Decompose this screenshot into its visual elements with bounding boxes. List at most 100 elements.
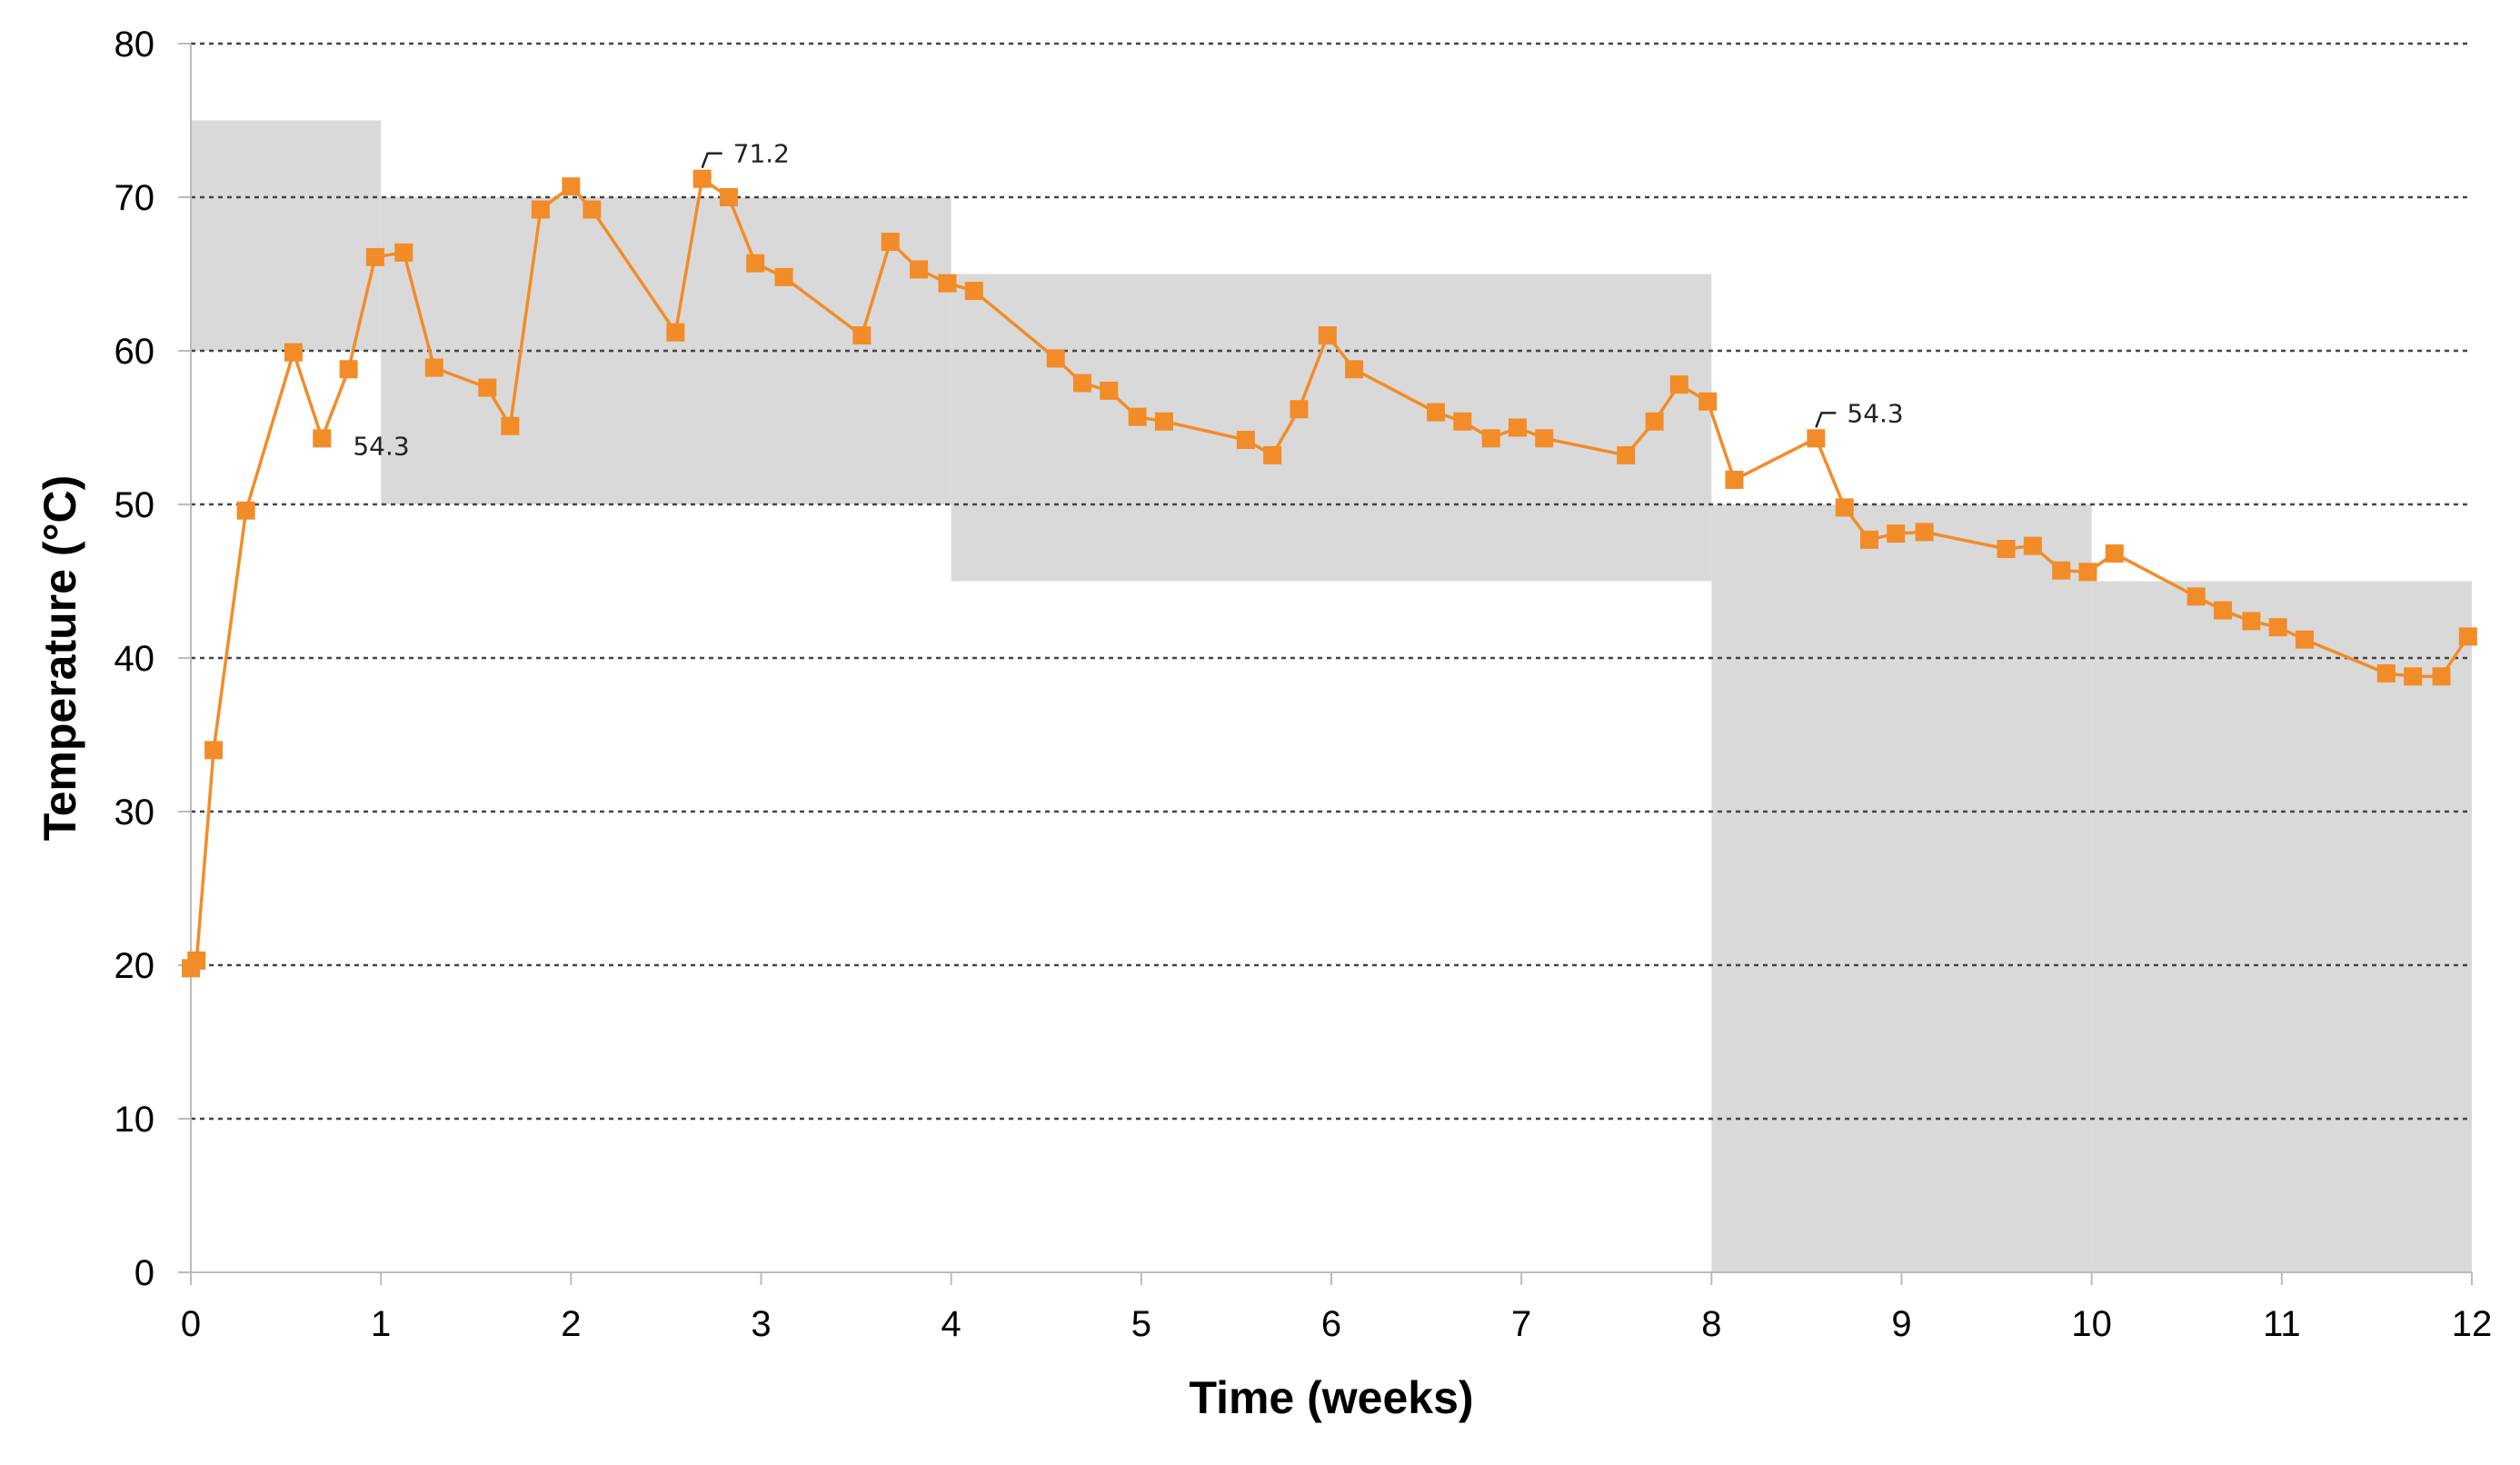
x-tick-label: 6 [1321, 1304, 1341, 1344]
x-axis-title: Time (weeks) [1189, 1372, 1473, 1423]
data-point [394, 243, 413, 262]
annotation-layer: 54.3 71.2 54.3 [353, 139, 1903, 462]
x-tick-label: 10 [2071, 1304, 2112, 1344]
data-point [2052, 561, 2071, 580]
x-tick-label: 2 [561, 1304, 581, 1344]
data-point [284, 343, 303, 362]
grid-layer [191, 42, 2472, 1121]
x-tick-label: 12 [2452, 1304, 2493, 1344]
x-tick-label: 9 [1891, 1304, 1911, 1344]
data-label-leader [701, 152, 722, 169]
data-point [583, 200, 602, 219]
data-point [1263, 445, 1282, 464]
y-tick-label: 80 [115, 25, 155, 65]
band-2 [951, 274, 1712, 582]
band-3 [1711, 504, 2092, 1272]
data-point [1997, 540, 2016, 559]
data-point [1345, 360, 1364, 379]
data-point [236, 501, 255, 520]
data-point [881, 233, 900, 252]
data-point [2105, 544, 2124, 563]
data-point [910, 260, 929, 279]
data-point [1915, 523, 1934, 542]
data-point [1100, 381, 1119, 400]
data-point [852, 326, 872, 345]
y-tick-label: 30 [115, 792, 155, 832]
y-tick-label: 70 [115, 178, 155, 218]
data-label: 54.3 [353, 431, 409, 461]
data-point [719, 188, 738, 206]
data-point [478, 378, 497, 397]
data-point [501, 416, 520, 435]
data-point [2242, 612, 2261, 631]
data-point [1046, 349, 1065, 368]
data-point [1725, 470, 1744, 489]
data-point [1453, 412, 1472, 431]
data-point [1645, 412, 1664, 431]
y-axis-title: Temperature (°C) [35, 475, 85, 841]
data-point [2404, 667, 2423, 686]
data-point [1290, 400, 1309, 419]
y-tick-label: 50 [115, 485, 155, 525]
x-tick-label: 4 [941, 1304, 961, 1344]
band-4 [2091, 581, 2472, 1272]
data-point [1318, 326, 1337, 345]
data-point [774, 267, 793, 286]
data-point [313, 429, 332, 448]
y-tick-label: 20 [115, 946, 155, 986]
data-point [2213, 601, 2232, 620]
data-point [2268, 618, 2287, 637]
data-point [666, 323, 685, 342]
x-tick-label: 8 [1701, 1304, 1721, 1344]
data-point [1835, 498, 1854, 517]
data-point [1859, 530, 1878, 549]
data-point [1072, 374, 1091, 393]
data-point [2458, 627, 2477, 646]
data-point [1508, 418, 1527, 437]
y-tick-label: 0 [134, 1253, 154, 1293]
data-point [1154, 412, 1173, 431]
data-point [1481, 429, 1500, 448]
x-tick-label: 5 [1131, 1304, 1151, 1344]
x-tick-label: 11 [2263, 1304, 2301, 1344]
data-label: 71.2 [733, 139, 790, 169]
y-tick-label: 40 [115, 639, 155, 679]
data-point [1128, 407, 1147, 426]
series-line [189, 175, 2470, 970]
data-point [339, 360, 358, 379]
data-point [2078, 563, 2097, 582]
data-point [365, 247, 384, 266]
data-point [1669, 375, 1688, 394]
data-point [1236, 431, 1255, 450]
data-point [692, 169, 712, 188]
data-point [1617, 445, 1636, 464]
data-point [2023, 536, 2042, 555]
data-point [2295, 630, 2314, 649]
data-point [531, 200, 550, 219]
data-point [1698, 392, 1718, 411]
data-point [1807, 429, 1826, 448]
x-tick-label: 0 [181, 1304, 201, 1344]
band-0 [191, 120, 382, 351]
data-point [562, 177, 581, 196]
data-point [204, 741, 224, 760]
data-point [187, 951, 206, 970]
y-tick-label: 10 [115, 1100, 155, 1140]
data-point [2376, 663, 2395, 683]
data-point [2186, 587, 2206, 606]
data-label-leader [1815, 412, 1837, 428]
data-point [746, 254, 765, 273]
data-point [1427, 403, 1446, 422]
y-tick-label: 60 [115, 332, 155, 372]
data-point [964, 282, 983, 301]
data-label: 54.3 [1847, 398, 1903, 428]
data-point [938, 274, 957, 293]
data-point [1887, 524, 1906, 543]
data-point [1535, 429, 1554, 448]
data-point [424, 358, 443, 377]
x-tick-label: 7 [1511, 1304, 1531, 1344]
series-layer [182, 169, 2477, 978]
band-layer [191, 120, 2472, 1272]
